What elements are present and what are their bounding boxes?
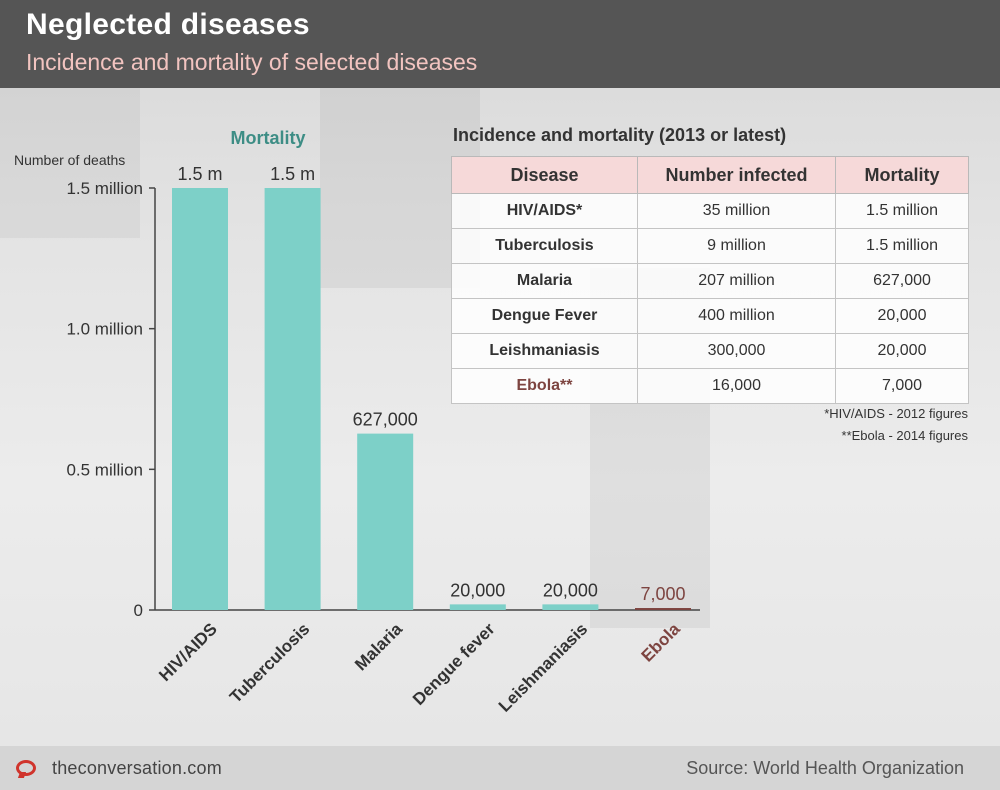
disease-cell: Tuberculosis (451, 228, 638, 264)
x-tick-label: Tuberculosis (226, 619, 313, 706)
infected-cell: 300,000 (637, 333, 836, 369)
y-tick-label: 1.5 million (66, 179, 143, 198)
x-axis-labels: HIV/AIDS Tuberculosis Malaria Dengue feverL… (155, 619, 684, 716)
column-header: Disease (451, 156, 638, 194)
mortality-cell: 20,000 (835, 298, 969, 334)
disease-cell: Malaria (451, 263, 638, 299)
infected-cell: 35 million (637, 193, 836, 229)
footnote: *HIV/AIDS - 2012 figures (824, 406, 968, 421)
table-header-row: Disease Number infected Mortality (451, 156, 969, 194)
x-tick-label: HIV/AIDS (155, 619, 221, 685)
footnote: **Ebola - 2014 figures (841, 428, 968, 443)
table-row: Leishmaniasis 300,000 20,000 (451, 333, 969, 369)
table-footnotes: *HIV/AIDS - 2012 figures **Ebola - 2014 … (824, 403, 968, 447)
mortality-cell: 1.5 million (835, 228, 969, 264)
table-title: Incidence and mortality (2013 or latest) (453, 125, 787, 145)
bar-value-label: 20,000 (450, 580, 505, 600)
x-tick-label: Ebola (638, 619, 685, 666)
y-axis: 0 0.5 million 1.0 million 1.5 million (66, 179, 700, 620)
x-tick-label: Dengue fever (409, 619, 499, 709)
y-axis-label: Number of deaths (14, 152, 125, 168)
bar-value-label: 7,000 (640, 584, 685, 604)
conversation-logo-icon (16, 760, 36, 776)
page-subtitle: Incidence and mortality of selected dise… (26, 49, 478, 75)
brand-link[interactable]: theconversation.com (52, 758, 222, 778)
mortality-cell: 7,000 (835, 368, 969, 404)
mortality-cell: 627,000 (835, 263, 969, 299)
column-header: Mortality (835, 156, 969, 194)
infected-cell: 16,000 (637, 368, 836, 404)
chart-title: Mortality (230, 128, 305, 148)
table-row: Ebola** 16,000 7,000 (451, 368, 969, 404)
bar-value-label: 1.5 m (270, 164, 315, 184)
y-tick-label: 0 (134, 601, 143, 620)
table-row: Dengue Fever 400 million 20,000 (451, 298, 969, 334)
x-tick-label: Malaria (351, 619, 406, 674)
mortality-bar-chart: Mortality Number of deaths 0 0.5 million 1… (14, 128, 700, 716)
bar (635, 608, 691, 610)
x-tick-label: Leishmaniasis (495, 619, 591, 715)
y-tick-label: 1.0 million (66, 320, 143, 339)
bar (542, 604, 599, 610)
bar (172, 188, 228, 610)
table-row: Malaria 207 million 627,000 (451, 263, 969, 299)
mortality-cell: 1.5 million (835, 193, 969, 229)
bar (357, 433, 414, 610)
bar (449, 604, 506, 610)
bar (264, 188, 321, 610)
bar-value-labels: 1.5 m 1.5 m 627,000 20,000 20,000 7,000 (177, 164, 685, 604)
disease-cell: Dengue Fever (451, 298, 638, 334)
column-header: Number infected (637, 156, 836, 194)
disease-cell: Leishmaniasis (451, 333, 638, 369)
bars (172, 188, 691, 610)
photo-shade (0, 88, 140, 238)
table-row: Tuberculosis 9 million 1.5 million (451, 228, 969, 264)
disease-cell: HIV/AIDS* (451, 193, 638, 229)
bar-value-label: 20,000 (543, 580, 598, 600)
source-note: Source: World Health Organization (686, 758, 964, 778)
table-row: HIV/AIDS* 35 million 1.5 million (451, 193, 969, 229)
incidence-table: Disease Number infected Mortality HIV/AI… (451, 156, 969, 404)
mortality-cell: 20,000 (835, 333, 969, 369)
infected-cell: 9 million (637, 228, 836, 264)
bar-value-label: 627,000 (353, 410, 418, 430)
disease-cell: Ebola** (451, 368, 638, 404)
page-title: Neglected diseases (26, 8, 310, 41)
infected-cell: 400 million (637, 298, 836, 334)
infected-cell: 207 million (637, 263, 836, 299)
bar-value-label: 1.5 m (177, 164, 222, 184)
footer: theconversation.com Source: World Health… (0, 746, 1000, 790)
header: Neglected diseases Incidence and mortali… (0, 0, 1000, 88)
y-tick-label: 0.5 million (66, 460, 143, 479)
